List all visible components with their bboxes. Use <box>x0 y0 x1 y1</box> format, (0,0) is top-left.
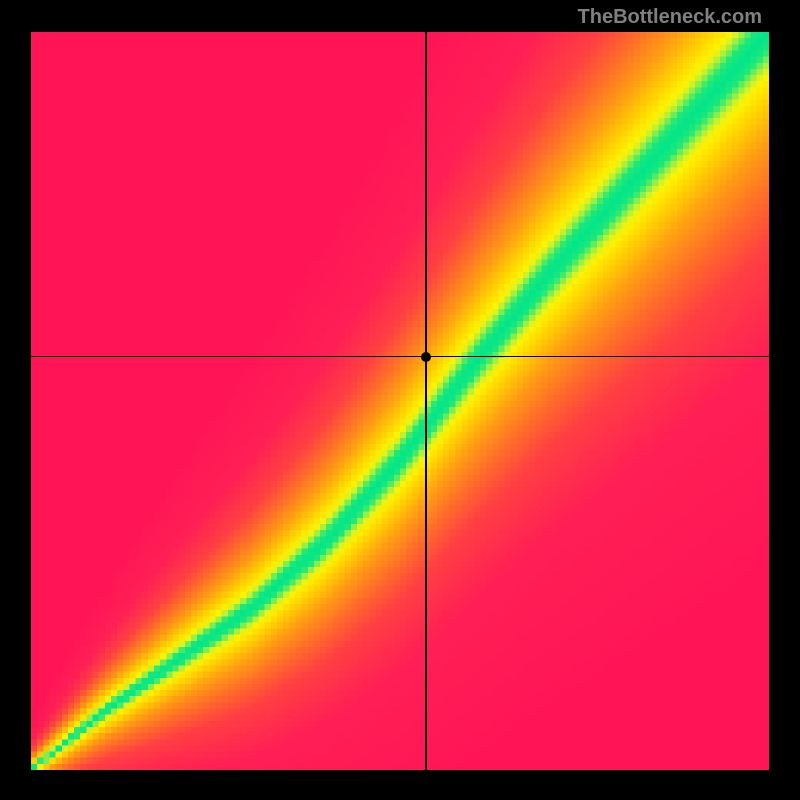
crosshair-vertical <box>425 32 427 770</box>
heatmap-canvas <box>31 32 769 770</box>
watermark-text: TheBottleneck.com <box>578 6 762 29</box>
bottleneck-heatmap <box>31 32 769 770</box>
crosshair-horizontal <box>31 356 769 358</box>
crosshair-marker <box>421 352 431 362</box>
